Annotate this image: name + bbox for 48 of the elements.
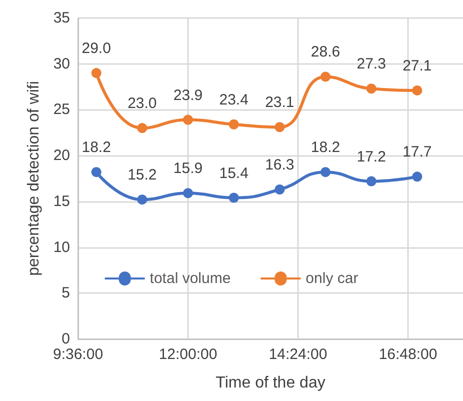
data-label: 18.2 bbox=[82, 139, 111, 156]
x-tick-label: 12:00:00 bbox=[158, 346, 218, 363]
data-label: 16.3 bbox=[265, 156, 294, 174]
data-label: 23.1 bbox=[265, 94, 294, 112]
point bbox=[366, 84, 376, 94]
data-label: 23.9 bbox=[173, 86, 203, 104]
y-axis-title: percentage detection of wifi bbox=[26, 81, 42, 276]
point bbox=[366, 176, 376, 186]
data-label: 17.7 bbox=[402, 144, 432, 161]
data-label: 27.1 bbox=[402, 57, 432, 74]
y-tick-label: 15 bbox=[53, 192, 70, 210]
point bbox=[91, 167, 102, 178]
y-tick-label: 30 bbox=[53, 55, 70, 72]
data-label: 17.2 bbox=[356, 148, 386, 166]
point bbox=[91, 68, 102, 78]
point bbox=[228, 192, 239, 203]
data-label: 23.0 bbox=[128, 95, 157, 112]
y-tick-label: 5 bbox=[62, 284, 70, 302]
y-tick-label: 10 bbox=[53, 238, 70, 256]
point bbox=[137, 194, 148, 205]
data-label: 23.4 bbox=[219, 91, 248, 108]
y-tick-label: 25 bbox=[53, 101, 70, 118]
point bbox=[412, 172, 422, 182]
data-label: 15.4 bbox=[219, 164, 248, 182]
point bbox=[274, 122, 285, 132]
data-label: 15.9 bbox=[173, 160, 203, 178]
data-label: 18.2 bbox=[310, 139, 340, 156]
y-tick-label: 35 bbox=[53, 10, 70, 26]
y-tick-label: 20 bbox=[53, 147, 70, 164]
point bbox=[183, 188, 193, 198]
x-axis-title: Time of the day bbox=[216, 374, 326, 392]
point bbox=[274, 184, 285, 195]
x-tick-label: 16:48:00 bbox=[378, 346, 438, 363]
data-label: 29.0 bbox=[82, 40, 111, 58]
y-tick-label: 0 bbox=[62, 330, 70, 348]
x-tick-label: 9:36:00 bbox=[52, 346, 104, 363]
point bbox=[412, 85, 422, 96]
point bbox=[183, 114, 193, 125]
data-label: 15.2 bbox=[128, 166, 157, 184]
legend-label: total volume bbox=[150, 270, 231, 287]
point bbox=[137, 123, 148, 134]
point bbox=[320, 72, 330, 82]
data-label: 28.6 bbox=[310, 44, 340, 61]
x-tick-label: 14:24:00 bbox=[268, 346, 328, 363]
point bbox=[228, 119, 239, 130]
legend-label: only car bbox=[306, 270, 358, 287]
data-label: 27.3 bbox=[356, 56, 386, 73]
point bbox=[320, 167, 330, 178]
